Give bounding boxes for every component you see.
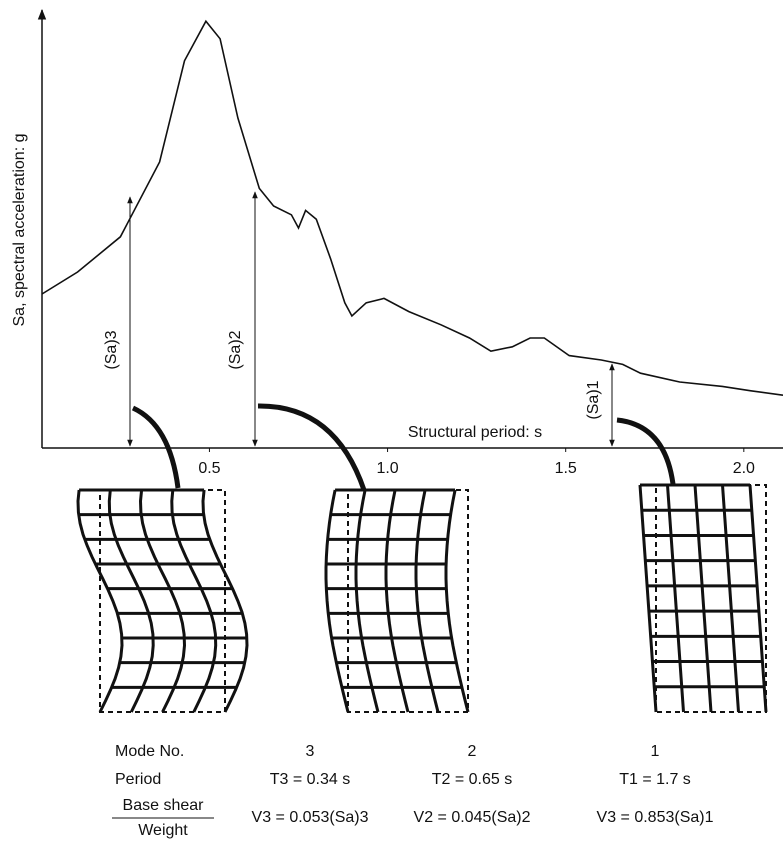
column [446,490,468,712]
cell: V3 = 0.053(Sa)3 [252,809,369,826]
x-tick-label: 0.5 [198,460,220,477]
mode-shapes [78,485,766,712]
connector [617,420,673,484]
figure: Sa, spectral acceleration: g Structural … [0,0,783,844]
x-tick-label: 2.0 [733,460,755,477]
row-label: Mode No. [115,743,184,760]
row-label: Weight [138,822,188,839]
x-tick-label: 1.5 [555,460,577,477]
column [356,490,378,712]
column [695,485,711,712]
annotation: (Sa)1 [585,380,602,419]
cell: T1 = 1.7 s [619,771,691,788]
row-label: Base shear [123,797,205,814]
x-axis-label: Structural period: s [408,424,542,441]
cell: T3 = 0.34 s [270,771,351,788]
x-tick-label: 1.0 [376,460,398,477]
cell: V2 = 0.045(Sa)2 [414,809,531,826]
column [640,485,656,712]
y-axis-label: Sa, spectral acceleration: g [11,134,28,327]
cell: V3 = 0.853(Sa)1 [597,809,714,826]
column [386,490,408,712]
column [326,490,348,712]
annotation: (Sa)3 [103,330,120,369]
cell: T2 = 0.65 s [432,771,513,788]
spectrum-line [42,21,783,395]
column [723,485,739,712]
column [668,485,684,712]
cell: 3 [306,743,315,760]
cell: 2 [468,743,477,760]
undeformed-outline [656,485,766,712]
column [416,490,438,712]
annotation: (Sa)2 [227,330,244,369]
cell: 1 [651,743,660,760]
column [750,485,766,712]
row-label: Period [115,771,161,788]
